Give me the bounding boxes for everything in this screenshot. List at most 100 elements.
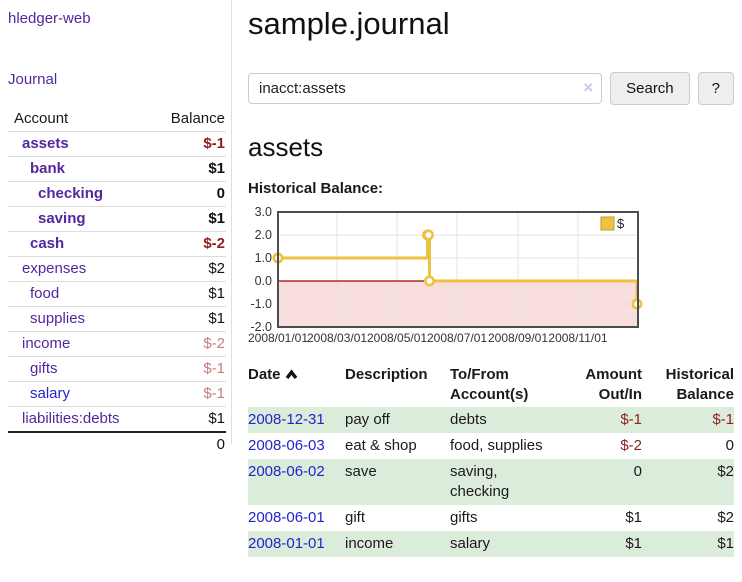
account-link[interactable]: salary [30, 385, 71, 402]
x-axis-tick-label: 2008/07/01 [427, 331, 487, 345]
account-link[interactable]: checking [38, 185, 104, 202]
account-balance: $1 [208, 160, 225, 177]
transaction-amount: 0 [633, 463, 642, 480]
account-balance: $2 [208, 260, 225, 277]
accounts-table: Account Balance assets $-1 bank $1 checking 0… [8, 106, 226, 457]
account-row: supplies $1 [8, 306, 226, 332]
transaction-row: 2008-12-31 pay off debts $-1 $-1 [248, 407, 734, 433]
y-axis-tick-label: -2.0 [250, 320, 272, 334]
chart-title: Historical Balance: [248, 180, 384, 197]
register-col-description: Description [345, 366, 428, 383]
account-row: liabilities:debts $1 [8, 406, 226, 433]
account-link[interactable]: food [30, 285, 60, 302]
transaction-date-link[interactable]: 2008-01-01 [248, 535, 325, 552]
account-link[interactable]: income [22, 335, 71, 352]
transaction-row: 2008-06-02 save saving, checking 0 $2 [248, 459, 734, 505]
account-cell: bank [8, 157, 117, 182]
account-link[interactable]: liabilities:debts [22, 410, 120, 427]
register-col-accounts-line1: To/From [450, 366, 509, 383]
help-button[interactable]: ? [697, 72, 734, 105]
account-cell: checking [8, 182, 117, 207]
transaction-description: income [345, 535, 394, 552]
main-content: sample.journal × Search ? assets Histori… [248, 0, 734, 557]
transaction-description: save [345, 463, 377, 480]
account-balance: $1 [208, 285, 225, 302]
sort-ascending-icon [285, 369, 297, 380]
register-header-row: Date Description To/From Account(s) Amou… [248, 363, 734, 407]
account-row: income $-2 [8, 331, 226, 357]
x-axis-tick-label: 2008/11/01 [548, 331, 607, 345]
data-point-marker[interactable] [423, 275, 435, 287]
search-input[interactable] [248, 73, 603, 104]
account-row: bank $1 [8, 156, 226, 182]
transaction-date-link[interactable]: 2008-06-01 [248, 509, 325, 526]
transaction-date-cell: 2008-12-31 [248, 407, 345, 433]
transaction-date-link[interactable]: 2008-12-31 [248, 411, 325, 428]
account-link[interactable]: assets [22, 135, 69, 152]
search-form: × Search ? [248, 72, 734, 105]
account-cell: salary [8, 382, 117, 407]
register-col-date[interactable]: Date [248, 363, 345, 407]
transaction-accounts: food, supplies [450, 437, 543, 454]
account-link[interactable]: expenses [22, 260, 87, 277]
y-axis-tick-label: 2.0 [255, 228, 272, 242]
account-row: assets $-1 [8, 131, 226, 157]
transaction-balance: $2 [717, 509, 734, 526]
historical-balance-chart[interactable]: $3.0 2.0 1.0 0.0 -1.0 -2.0 2008/01/01 2008/03/0… [248, 205, 734, 349]
chart-svg: $3.0 2.0 1.0 0.0 -1.0 -2.02008/01/012008/03/0… [248, 205, 643, 345]
sidebar: hledger-web Journal Account Balance asse… [0, 0, 232, 453]
account-cell: supplies [8, 307, 117, 332]
transaction-balance: $2 [717, 463, 734, 480]
account-balance: $1 [208, 410, 225, 427]
brand-link[interactable]: hledger-web [8, 10, 91, 27]
account-cell: cash [8, 232, 117, 257]
transaction-date-cell: 2008-06-03 [248, 433, 345, 459]
account-row: food $1 [8, 281, 226, 307]
account-balance: $-2 [203, 235, 225, 252]
account-row: checking 0 [8, 181, 226, 207]
account-balance: $-1 [203, 135, 225, 152]
chart-border [277, 211, 639, 328]
account-balance: 0 [216, 185, 225, 202]
transaction-amount: $1 [625, 509, 642, 526]
account-link[interactable]: saving [38, 210, 86, 227]
transaction-date-link[interactable]: 2008-06-03 [248, 437, 325, 454]
transaction-balance: 0 [725, 437, 734, 454]
y-axis-tick-label: 1.0 [255, 251, 272, 265]
transaction-amount: $1 [625, 535, 642, 552]
transaction-date-link[interactable]: 2008-06-02 [248, 463, 325, 480]
register-col-accounts: To/From Account(s) [450, 363, 555, 407]
legend-label: $ [617, 216, 625, 231]
transaction-accounts: gifts [450, 509, 478, 526]
transaction-balance: $1 [717, 535, 734, 552]
account-link[interactable]: bank [30, 160, 66, 177]
accounts-total-spacer [8, 432, 117, 457]
nav-journal-link[interactable]: Journal [8, 71, 58, 88]
account-row: salary $-1 [8, 381, 226, 407]
account-row: cash $-2 [8, 231, 226, 257]
page-title: sample.journal [248, 6, 450, 41]
account-row: gifts $-1 [8, 356, 226, 382]
transaction-row: 2008-06-01 gift gifts $1 $2 [248, 505, 734, 531]
y-axis-tick-label: -1.0 [250, 297, 272, 311]
transaction-amount: $-2 [620, 437, 642, 454]
account-link[interactable]: supplies [30, 310, 86, 327]
register-col-balance: Historical Balance [642, 363, 734, 407]
clear-search-icon[interactable]: × [583, 78, 594, 97]
register-col-amount: Amount Out/In [555, 363, 642, 407]
register-col-balance-line1: Historical [665, 366, 734, 383]
data-point-marker[interactable] [422, 229, 434, 241]
account-link[interactable]: gifts [30, 360, 58, 377]
y-axis-tick-label: 3.0 [255, 205, 272, 219]
account-row: saving $1 [8, 206, 226, 232]
x-axis-tick-label: 2008/01/01 [248, 331, 308, 345]
accounts-col-balance: Balance [170, 110, 225, 127]
search-button[interactable]: Search [610, 72, 690, 105]
account-cell: gifts [8, 357, 117, 382]
register-col-accounts-line2: Account(s) [450, 386, 529, 403]
transaction-accounts: saving, checking [450, 463, 510, 500]
account-link[interactable]: cash [30, 235, 65, 252]
account-balance: $-1 [203, 385, 225, 402]
account-balance: $1 [208, 310, 225, 327]
account-cell: saving [8, 207, 117, 232]
